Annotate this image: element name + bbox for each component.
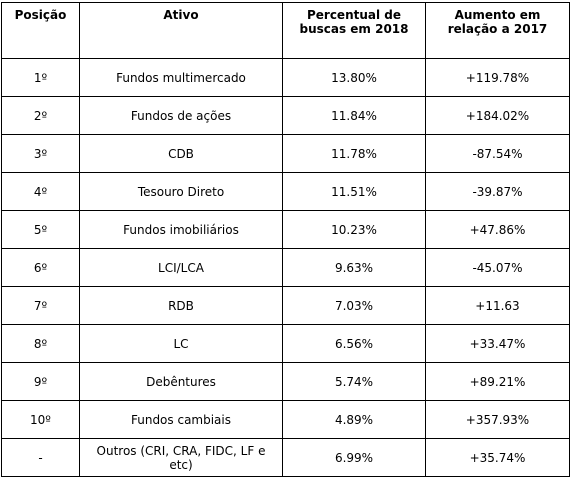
- cell-ativo: Fundos imobiliários: [79, 210, 283, 249]
- cell-ativo: RDB: [79, 286, 283, 325]
- cell-ativo: Fundos cambiais: [79, 400, 283, 439]
- cell-ativo: Fundos multimercado: [79, 58, 283, 97]
- table-body: 1º Fundos multimercado 13.80% +119.78% 2…: [1, 58, 570, 477]
- header-aumento: Aumento em relação a 2017: [425, 2, 570, 59]
- cell-percentual: 13.80%: [282, 58, 426, 97]
- ranking-table: Posição Ativo Percentual de buscas em 20…: [1, 2, 570, 477]
- table-row: 2º Fundos de ações 11.84% +184.02%: [1, 96, 570, 135]
- table-row: 8º LC 6.56% +33.47%: [1, 324, 570, 363]
- cell-aumento: +33.47%: [425, 324, 570, 363]
- cell-posicao: 5º: [1, 210, 80, 249]
- cell-percentual: 9.63%: [282, 248, 426, 287]
- cell-posicao: -: [1, 438, 80, 477]
- cell-aumento: +11.63: [425, 286, 570, 325]
- table-header: Posição Ativo Percentual de buscas em 20…: [1, 2, 570, 59]
- cell-aumento: +47.86%: [425, 210, 570, 249]
- cell-ativo: Tesouro Direto: [79, 172, 283, 211]
- cell-ativo: LCI/LCA: [79, 248, 283, 287]
- cell-ativo: Fundos de ações: [79, 96, 283, 135]
- table-row: 4º Tesouro Direto 11.51% -39.87%: [1, 172, 570, 211]
- table-row: 9º Debêntures 5.74% +89.21%: [1, 362, 570, 401]
- table-row: 10º Fundos cambiais 4.89% +357.93%: [1, 400, 570, 439]
- cell-aumento: -87.54%: [425, 134, 570, 173]
- cell-aumento: +119.78%: [425, 58, 570, 97]
- cell-ativo: CDB: [79, 134, 283, 173]
- cell-aumento: -39.87%: [425, 172, 570, 211]
- table-row: 3º CDB 11.78% -87.54%: [1, 134, 570, 173]
- cell-aumento: +357.93%: [425, 400, 570, 439]
- table-row: 6º LCI/LCA 9.63% -45.07%: [1, 248, 570, 287]
- cell-ativo: Outros (CRI, CRA, FIDC, LF e etc): [79, 438, 283, 477]
- cell-aumento: -45.07%: [425, 248, 570, 287]
- cell-percentual: 5.74%: [282, 362, 426, 401]
- cell-percentual: 6.99%: [282, 438, 426, 477]
- cell-percentual: 10.23%: [282, 210, 426, 249]
- cell-percentual: 11.84%: [282, 96, 426, 135]
- cell-percentual: 6.56%: [282, 324, 426, 363]
- cell-posicao: 8º: [1, 324, 80, 363]
- cell-ativo: LC: [79, 324, 283, 363]
- cell-posicao: 7º: [1, 286, 80, 325]
- cell-posicao: 9º: [1, 362, 80, 401]
- cell-percentual: 7.03%: [282, 286, 426, 325]
- table-row: 7º RDB 7.03% +11.63: [1, 286, 570, 325]
- cell-posicao: 6º: [1, 248, 80, 287]
- table-row: 1º Fundos multimercado 13.80% +119.78%: [1, 58, 570, 97]
- cell-percentual: 11.78%: [282, 134, 426, 173]
- header-posicao: Posição: [1, 2, 80, 59]
- header-row: Posição Ativo Percentual de buscas em 20…: [1, 2, 570, 59]
- table-row: - Outros (CRI, CRA, FIDC, LF e etc) 6.99…: [1, 438, 570, 477]
- cell-posicao: 4º: [1, 172, 80, 211]
- cell-ativo: Debêntures: [79, 362, 283, 401]
- cell-aumento: +35.74%: [425, 438, 570, 477]
- cell-aumento: +184.02%: [425, 96, 570, 135]
- cell-posicao: 3º: [1, 134, 80, 173]
- cell-percentual: 11.51%: [282, 172, 426, 211]
- header-ativo: Ativo: [79, 2, 283, 59]
- cell-posicao: 10º: [1, 400, 80, 439]
- cell-aumento: +89.21%: [425, 362, 570, 401]
- cell-posicao: 1º: [1, 58, 80, 97]
- cell-percentual: 4.89%: [282, 400, 426, 439]
- table-row: 5º Fundos imobiliários 10.23% +47.86%: [1, 210, 570, 249]
- cell-posicao: 2º: [1, 96, 80, 135]
- header-percentual: Percentual de buscas em 2018: [282, 2, 426, 59]
